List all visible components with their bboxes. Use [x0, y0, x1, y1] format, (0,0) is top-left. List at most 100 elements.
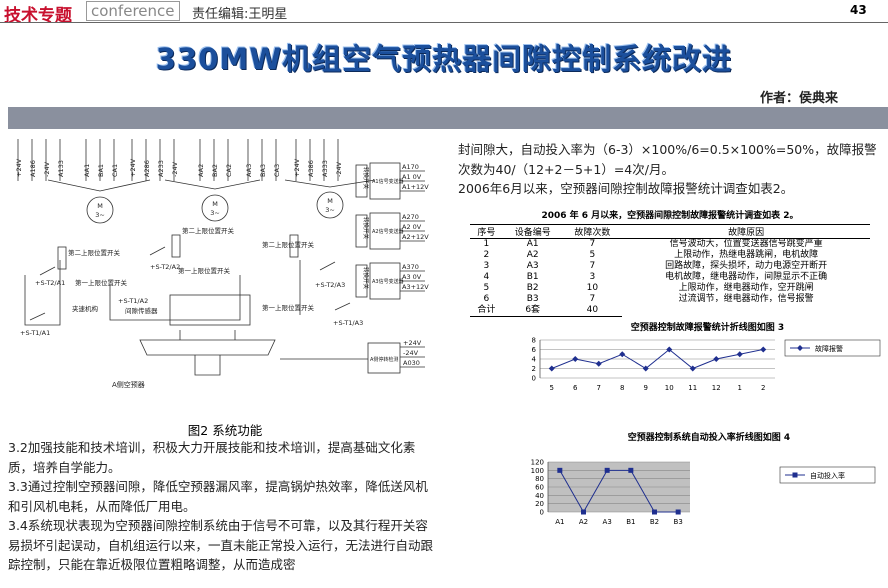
- label: A270: [402, 213, 419, 221]
- terminal-label: CA2: [225, 164, 233, 177]
- cell: 6: [483, 294, 490, 304]
- legend-label: 自动投入率: [810, 471, 845, 480]
- series-line: [551, 348, 764, 370]
- label: A侧停转检测: [370, 356, 398, 363]
- switch-box: [355, 164, 368, 198]
- circuit-diagram: M 3~ M 3~ M 3~ A1信号变送器 A2信号变送器 A3信号变送器 转…: [15, 139, 429, 389]
- y-tick-label: 4: [532, 356, 537, 364]
- cell: 信号波动大，位置变送器信号跳变严重: [669, 239, 823, 249]
- row: 6 B3 7 过流调节，继电器动作，信号报警: [470, 294, 870, 305]
- header-row: 序号 设备编号 故障次数 故障原因: [470, 224, 870, 239]
- label: A3 0V: [402, 273, 422, 281]
- cell: 过流调节，继电器动作，信号报警: [678, 294, 814, 304]
- row: 2 A2 5 上限动作，热继电器跳闸，电机故障: [470, 250, 870, 261]
- y-tick-label: 8: [532, 337, 536, 345]
- header-cell: 序号: [470, 224, 503, 239]
- label: +24V: [403, 339, 422, 347]
- cell: B1: [526, 272, 539, 282]
- cell: 3: [589, 272, 596, 282]
- limit-switch: [289, 234, 299, 258]
- x-tick-label: 2: [761, 384, 765, 392]
- label: A1+12V: [402, 183, 429, 191]
- y-tick-label: 40: [535, 492, 544, 500]
- label: +S-T2/A1: [35, 279, 65, 287]
- chart-title: 空预器控制系统自动投入率折线图如图 4: [628, 431, 790, 443]
- terminal-label: A333: [321, 160, 329, 177]
- label: 转换开关: [362, 267, 370, 290]
- cell: 5: [483, 283, 490, 293]
- terminal-label: AA1: [83, 164, 91, 177]
- marker: [760, 346, 767, 353]
- row: 1 A1 7 信号波动大，位置变送器信号跳变严重: [470, 239, 870, 251]
- terminal-label: CA3: [273, 164, 281, 177]
- label: A1 0V: [402, 173, 422, 181]
- legend-label: 故障报警: [815, 344, 843, 353]
- label: M: [327, 197, 333, 205]
- terminal-label: +24V: [293, 158, 301, 177]
- cell: 40: [562, 305, 623, 317]
- x-tick-label: B2: [650, 518, 659, 526]
- label: A2 0V: [402, 223, 422, 231]
- cell: 5: [589, 250, 596, 260]
- page-number: 43: [850, 3, 867, 17]
- row: 4 B1 3 电机故障，继电器动作，间隙显示不正确: [470, 272, 870, 283]
- x-tick-label: A1: [555, 518, 564, 526]
- motor: [86, 196, 114, 224]
- x-tick-label: 1: [738, 384, 742, 392]
- cell: B2: [526, 283, 539, 293]
- marker: [666, 346, 673, 353]
- cell: 4: [483, 272, 490, 282]
- marker: [595, 360, 602, 367]
- author: 作者：侯典来: [760, 91, 839, 106]
- series-line: [559, 469, 679, 514]
- marker: [581, 509, 586, 515]
- label: M: [97, 202, 103, 210]
- preheater: [139, 330, 276, 376]
- label: 第二上限位置开关: [182, 226, 235, 235]
- cable: [47, 179, 376, 192]
- legend-box: [779, 466, 876, 484]
- marker: [675, 509, 681, 515]
- terminal-label: A386: [307, 160, 315, 177]
- y-tick-label: 60: [535, 484, 544, 492]
- marker: [628, 467, 634, 473]
- terminal-label: A286: [143, 160, 151, 177]
- label: A2+12V: [402, 233, 429, 241]
- x-tick-label: A3: [603, 518, 612, 526]
- fault-table: 序号 设备编号 故障次数 故障原因 1 A1 7 信号波动大，位置变送器信号跳变严重 2 A2 5 上…: [470, 224, 870, 317]
- x-tick-label: 10: [665, 384, 674, 392]
- cell: 10: [586, 283, 599, 293]
- header-cell: 故障原因: [622, 224, 870, 239]
- label: A3+12V: [402, 283, 429, 291]
- cell: 7: [589, 239, 596, 249]
- label: 第一上限位置开关: [178, 266, 231, 275]
- y-tick-label: 2: [532, 365, 536, 373]
- label: 3~: [325, 206, 335, 214]
- row: 3 A3 7 回路故障，探头损坏，动力电源空开断开: [470, 261, 870, 272]
- marker: [642, 365, 649, 372]
- marker: [797, 345, 803, 351]
- terminal-label: BA2: [211, 164, 219, 177]
- wire: [24, 260, 301, 326]
- label: 3~: [210, 209, 220, 217]
- terminal-label: A133: [57, 160, 65, 177]
- marker: [604, 467, 610, 473]
- label: M: [212, 200, 218, 208]
- cell: 回路故障，探头损坏，动力电源空开断开: [665, 261, 828, 271]
- sensor-frame: [169, 294, 251, 326]
- terminal-label: -24V: [43, 161, 51, 177]
- marker: [736, 351, 743, 358]
- terminal-label: -24V: [335, 161, 343, 177]
- cell: A3: [526, 261, 539, 271]
- x-tick-label: 8: [620, 384, 624, 392]
- cell: 电机故障，继电器动作，间隙显示不正确: [665, 272, 828, 282]
- label: +S-T2/A2: [150, 263, 180, 271]
- paragraph: 封间隙大，自动投入率为（6-3）×100%/6=0.5×100%=50%，故障报…: [458, 142, 877, 177]
- brand-sub: conference: [86, 1, 180, 21]
- article-title: 330MW机组空气预热器间隙控制系统改进: [155, 42, 733, 76]
- terminal-label: A186: [29, 160, 37, 177]
- x-tick-label: 12: [712, 384, 721, 392]
- label: A侧空预器: [112, 380, 145, 389]
- label: A1信号变送器: [372, 178, 404, 185]
- label: 转换开关: [362, 167, 370, 190]
